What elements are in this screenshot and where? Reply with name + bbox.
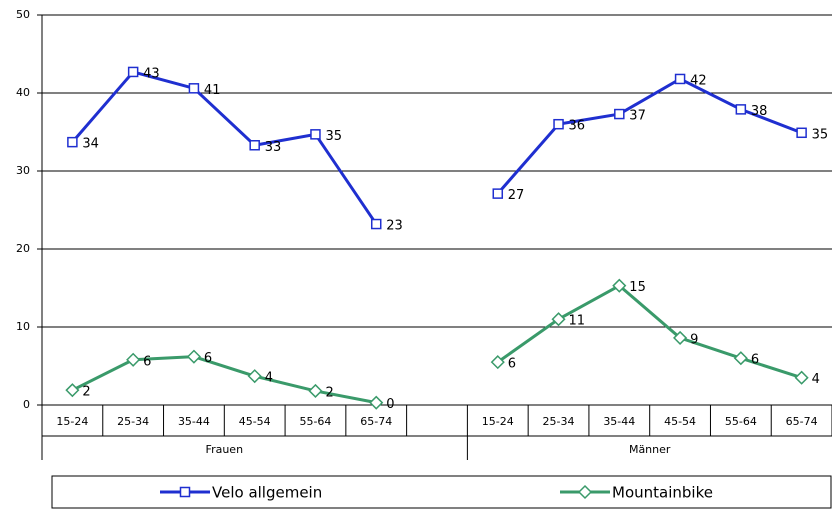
group-label: Frauen	[206, 443, 244, 456]
x-tick-label: 15-24	[482, 415, 514, 428]
data-label: 2	[82, 385, 90, 400]
marker	[733, 351, 748, 366]
x-tick-label: 25-34	[543, 415, 575, 428]
y-tick-label: 50	[16, 8, 30, 21]
marker	[553, 118, 564, 130]
x-tick-label: 35-44	[178, 415, 210, 428]
data-label: 6	[751, 353, 759, 368]
data-label: 2	[325, 385, 333, 400]
data-label: 36	[569, 119, 586, 134]
data-label: 0	[386, 397, 394, 412]
data-label: 38	[751, 104, 768, 119]
data-label: 42	[690, 73, 707, 88]
data-label: 9	[690, 332, 698, 347]
y-tick-label: 20	[16, 242, 30, 255]
marker	[249, 140, 260, 151]
data-label: 6	[143, 354, 151, 369]
marker	[612, 278, 627, 293]
marker	[127, 66, 139, 78]
marker	[247, 369, 262, 384]
x-tick-label: 55-64	[299, 415, 331, 428]
data-label: 43	[143, 66, 160, 81]
series-line	[71, 70, 803, 225]
x-tick-label: 65-74	[786, 415, 818, 428]
y-tick-label: 40	[16, 86, 30, 99]
y-tick-label: 10	[16, 320, 30, 333]
data-label: 6	[508, 357, 516, 372]
data-label: 4	[265, 371, 273, 386]
legend-label: Velo allgemein	[212, 484, 322, 502]
data-label: 34	[82, 137, 99, 152]
legend-label: Mountainbike	[612, 484, 713, 502]
marker	[490, 355, 505, 370]
y-tick-label: 30	[16, 164, 30, 177]
x-tick-label: 45-54	[664, 415, 696, 428]
x-tick-label: 15-24	[56, 415, 88, 428]
data-label: 4	[812, 372, 820, 387]
marker	[188, 83, 200, 94]
marker	[186, 349, 201, 364]
marker	[735, 104, 747, 115]
data-label: 6	[204, 351, 212, 366]
marker	[614, 108, 625, 120]
y-tick-label: 0	[23, 398, 30, 411]
data-label: 41	[204, 83, 221, 98]
data-label: 23	[386, 219, 403, 234]
data-label: 27	[508, 188, 525, 203]
marker	[551, 312, 566, 327]
x-tick-label: 65-74	[360, 415, 392, 428]
marker	[794, 370, 809, 385]
marker	[673, 330, 688, 345]
marker	[308, 383, 323, 399]
x-tick-label: 55-64	[725, 415, 757, 428]
legend-box	[51, 475, 832, 509]
marker	[370, 218, 382, 230]
group-label: Männer	[629, 443, 671, 456]
x-tick-label: 25-34	[117, 415, 149, 428]
x-tick-label: 35-44	[603, 415, 635, 428]
data-label: 37	[629, 109, 646, 124]
x-tick-label: 45-54	[239, 415, 271, 428]
data-label: 15	[629, 280, 646, 295]
marker	[577, 484, 593, 500]
marker	[126, 352, 141, 367]
marker	[796, 127, 807, 139]
marker	[179, 486, 191, 498]
data-label: 35	[812, 127, 829, 142]
marker	[674, 73, 686, 85]
data-label: 11	[569, 314, 586, 329]
marker	[67, 136, 78, 148]
marker	[369, 395, 384, 410]
data-label: 33	[265, 140, 282, 155]
marker	[492, 188, 504, 199]
series-line	[71, 283, 803, 405]
data-label: 35	[325, 129, 342, 144]
marker	[310, 129, 321, 140]
marker	[65, 383, 80, 398]
